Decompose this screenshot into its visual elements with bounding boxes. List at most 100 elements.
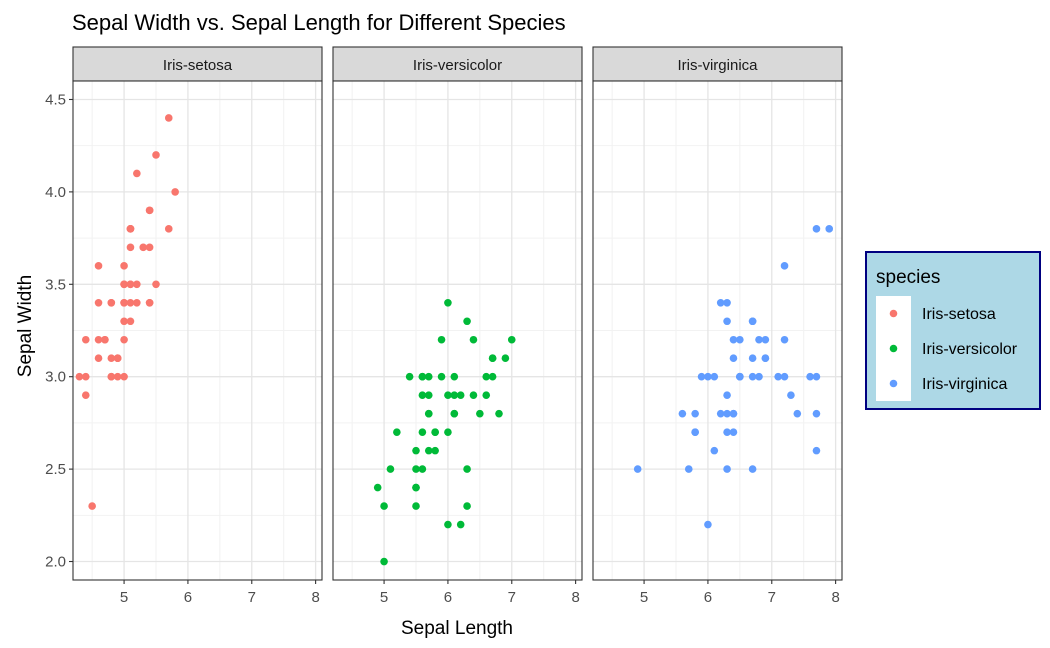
data-point (107, 298, 116, 307)
data-point (164, 114, 173, 122)
data-point (412, 465, 420, 473)
y-tick-label: 3.5 (45, 276, 66, 293)
data-point (75, 372, 84, 381)
data-point (405, 372, 414, 381)
data-point (761, 335, 770, 344)
data-point (806, 372, 814, 381)
facet-strip-label: Iris-virginica (677, 57, 758, 74)
data-point (444, 391, 452, 399)
data-point (812, 409, 821, 418)
data-point (488, 354, 497, 363)
data-point (456, 520, 465, 529)
data-point (424, 409, 433, 418)
x-tick-label: 8 (831, 589, 839, 606)
data-point (418, 372, 427, 381)
data-point (81, 372, 90, 381)
panel-border (592, 80, 843, 581)
data-point (412, 502, 420, 510)
data-point (736, 335, 744, 344)
data-point (501, 354, 510, 363)
x-tick-label: 5 (640, 589, 648, 606)
x-tick-label: 5 (120, 589, 128, 606)
facet-panel-iris-setosa: Iris-setosa 5 6 7 8 (72, 46, 323, 606)
data-point (463, 317, 471, 326)
data-point (133, 280, 141, 289)
data-point (139, 243, 148, 252)
data-point (812, 372, 821, 381)
data-point (424, 446, 433, 455)
data-point (126, 298, 135, 307)
data-point (787, 391, 795, 399)
data-point (476, 409, 484, 418)
data-point (437, 335, 446, 344)
data-point (94, 335, 103, 344)
data-point (412, 483, 420, 492)
data-point (495, 409, 503, 418)
data-point (748, 372, 757, 381)
facet-panel-iris-versicolor: Iris-versicolor 5 6 7 8 (332, 46, 583, 606)
data-point (780, 262, 789, 270)
x-tick-label: 7 (508, 589, 516, 606)
data-point (761, 354, 770, 363)
data-point (755, 372, 763, 381)
data-point (145, 206, 154, 215)
data-point (431, 446, 439, 455)
panel-border (332, 80, 583, 581)
y-tick-label: 4.0 (45, 184, 66, 201)
data-point (113, 354, 122, 363)
x-tick-label: 7 (768, 589, 776, 606)
data-point (482, 391, 491, 399)
data-point (120, 317, 128, 326)
legend-label: Iris-versicolor (922, 341, 1018, 358)
y-tick-label: 2.0 (45, 554, 66, 571)
data-point (755, 335, 763, 344)
data-point (482, 372, 491, 381)
data-point (133, 298, 141, 307)
data-point (94, 298, 103, 307)
data-point (450, 372, 459, 381)
data-point (145, 298, 154, 307)
data-point (107, 354, 116, 363)
data-point (812, 446, 821, 455)
data-point (723, 298, 731, 307)
data-point (469, 335, 478, 344)
data-point (793, 409, 802, 418)
data-point (393, 428, 401, 436)
y-axis-title: Sepal Width (15, 275, 36, 377)
legend-label: Iris-setosa (922, 306, 996, 323)
legend-label: Iris-virginica (922, 376, 1007, 393)
data-point (171, 188, 179, 196)
facet-strip-label: Iris-setosa (163, 57, 233, 74)
data-point (691, 428, 699, 436)
data-point (704, 372, 712, 381)
data-point (81, 335, 90, 344)
data-point (748, 354, 757, 363)
data-point (633, 465, 642, 473)
data-point (710, 446, 719, 455)
data-point (469, 391, 478, 399)
data-point (463, 465, 471, 473)
y-tick-label: 2.5 (45, 461, 66, 478)
data-point (152, 151, 160, 159)
data-point (774, 372, 782, 381)
data-point (463, 502, 471, 510)
data-point (716, 298, 725, 307)
data-point (736, 372, 744, 381)
data-point (418, 428, 427, 436)
data-point (723, 465, 731, 473)
x-tick-label: 8 (311, 589, 319, 606)
data-point (133, 169, 141, 178)
data-point (691, 409, 699, 418)
legend-key-iris-versicolor (889, 344, 898, 353)
data-point (437, 372, 446, 381)
data-point (81, 391, 90, 399)
data-point (450, 409, 459, 418)
y-axis: 2.0 2.5 3.0 3.5 4.0 4.5 (45, 91, 73, 571)
data-point (120, 335, 128, 344)
data-point (126, 225, 135, 233)
data-point (723, 391, 731, 399)
data-point (113, 372, 122, 381)
data-point (507, 335, 516, 344)
data-point (748, 317, 757, 326)
legend: species Iris-setosa Iris-versicolor Iris-vi… (865, 251, 1041, 410)
